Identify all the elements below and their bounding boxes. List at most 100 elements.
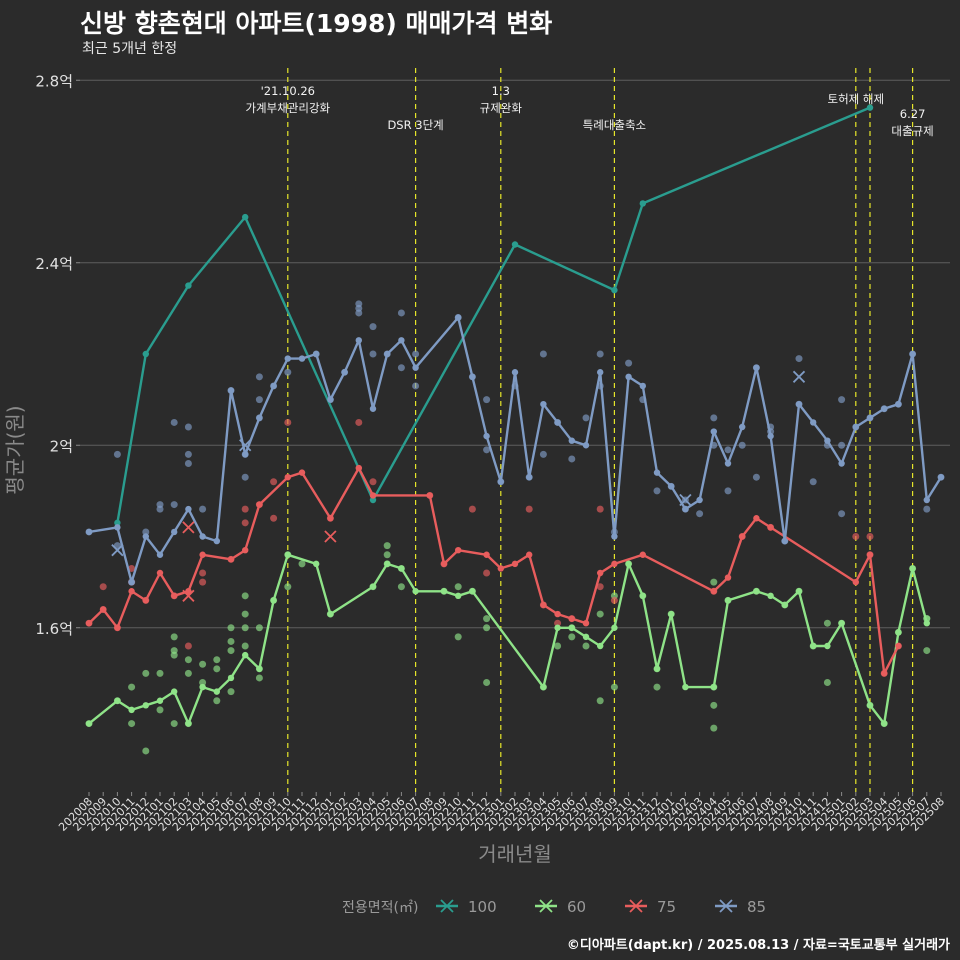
scatter-point-85 [724,446,732,454]
y-tick-label: 2.4억 [35,255,73,273]
scatter-point-60 [128,683,136,691]
line-point-60 [866,702,874,709]
scatter-point-85 [397,364,405,372]
legend-label-100: 100 [468,898,497,916]
line-point-85 [582,442,590,449]
line-point-75 [455,546,462,554]
scatter-point-85 [255,373,263,381]
line-point-60 [227,674,235,682]
scatter-point-85 [184,450,192,458]
line-point-75 [767,524,774,531]
line-point-85 [270,382,277,390]
line-point-85 [540,400,547,408]
scatter-point-60 [255,674,263,682]
line-point-100 [866,104,874,111]
cross-marker-75 [182,521,195,534]
line-point-60 [668,610,675,618]
scatter-point-85 [483,396,491,404]
line-points [85,104,945,727]
line-point-85 [455,314,462,321]
line-point-60 [611,624,618,631]
scatter-point-85 [156,505,164,513]
scatter-point-85 [142,528,150,536]
line-point-85 [497,478,504,485]
series-lines [88,106,943,725]
scatter-point-60 [241,610,249,618]
scatter-point-75 [596,505,604,513]
line-point-85 [852,423,859,431]
scatter-point-75 [369,478,377,486]
scatter-point-75 [468,505,476,513]
scatter-point-60 [156,669,164,677]
scatter-point-60 [823,619,831,627]
line-point-85 [313,350,320,358]
line-point-85 [881,405,888,412]
credit-text: ©디아파트(dapt.kr) / 2025.08.13 / 자료=국토교통부 실… [566,938,950,953]
event-label: 가계부채관리강화 [245,101,330,115]
scatter-point-75 [241,519,249,527]
line-point-60 [85,720,93,727]
line-point-60 [639,592,646,600]
scatter-point-60 [241,592,249,600]
line-point-60 [256,665,263,673]
scatter-point-60 [241,642,249,650]
line-point-60 [724,597,732,604]
line-point-60 [156,697,164,704]
scatter-point-75 [610,596,618,604]
line-point-60 [199,683,206,691]
legend-marker-100 [440,899,454,913]
scatter-point-85 [923,505,931,513]
line-point-75 [582,619,590,627]
line-point-60 [185,720,192,727]
line-point-75 [497,565,504,572]
line-point-100 [369,496,377,504]
scatter-point-85 [539,450,547,458]
scatter-point-75 [241,505,249,513]
scatter-point-85 [582,414,590,422]
line-point-75 [597,569,604,577]
scatter-point-60 [170,633,178,641]
y-tick-label: 1.6억 [35,620,73,638]
scatter-point-75 [128,564,136,572]
line-point-85 [724,460,732,467]
scatter-point-85 [355,309,363,317]
line-point-60 [142,702,149,709]
line-point-75 [611,560,618,568]
line-point-75 [440,560,448,568]
line-point-75 [866,551,874,558]
scatter-point-85 [397,309,405,317]
scatter-point-60 [255,624,263,632]
line-point-85 [767,432,774,440]
scatter-point-85 [838,441,846,449]
scatter-point-60 [483,624,491,632]
line-point-75 [568,615,575,622]
event-label: DSR 3단계 [387,118,443,132]
line-point-60 [781,601,788,609]
legend-marker-75 [629,899,643,913]
scatter-point-85 [738,441,746,449]
scatter-point-60 [653,683,661,691]
scatter-point-75 [270,514,278,522]
line-point-85 [341,369,348,376]
scatter-point-85 [596,350,604,358]
x-axis: 2020082020092020102020112020122021012021… [56,792,947,834]
line-point-60 [838,619,845,627]
legend-label-85: 85 [747,898,766,916]
line-point-85 [213,537,220,545]
scatter-point-85 [625,359,633,367]
line-point-75 [256,501,263,508]
line-point-75 [753,515,760,522]
line-point-60 [313,560,320,568]
cross-marker-75 [324,530,337,543]
event-label: 6.27 [900,107,926,121]
scatter-point-60 [710,701,718,709]
scatter-point-85 [809,478,817,486]
line-point-85 [810,419,817,426]
chart-title: 신방 향촌현대 아파트(1998) 매매가격 변화 [80,9,553,38]
line-point-100 [639,200,646,207]
scatter-point-60 [923,647,931,655]
scatter-point-60 [170,720,178,728]
line-point-85 [795,400,803,408]
x-axis-label: 거래년월 [478,842,552,866]
line-point-75 [327,515,334,522]
